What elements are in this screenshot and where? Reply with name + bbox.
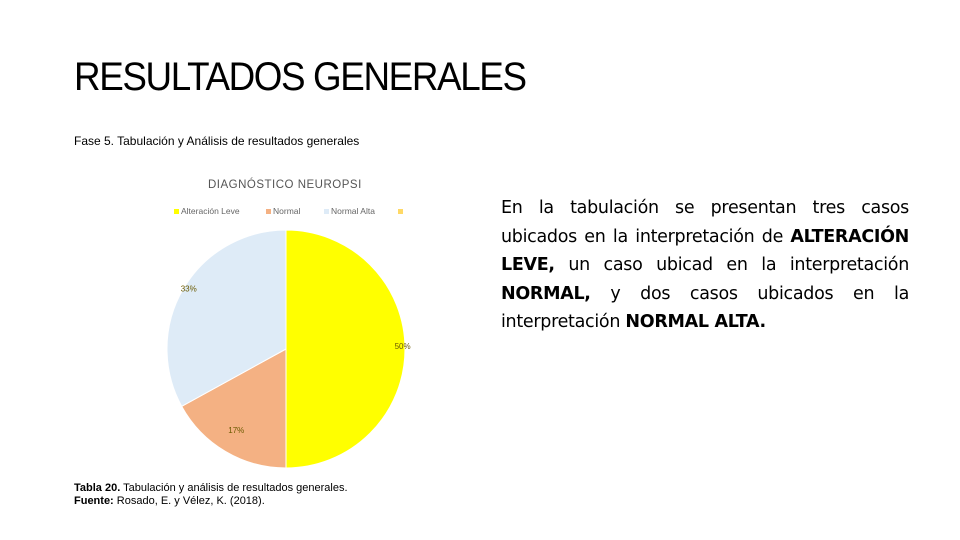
body-text-3: y dos casos ubicados en la interpretació… (501, 283, 909, 333)
legend-swatch-normal (266, 209, 271, 215)
slice-label-normal-alta: 33% (181, 285, 197, 294)
table-caption: Tabla 20. Tabulación y análisis de resul… (74, 482, 348, 508)
body-bold-normal: NORMAL, (501, 283, 591, 304)
legend-label-normal: Normal (273, 206, 301, 216)
chart-title: DIAGNÓSTICO NEUROPSI (208, 179, 362, 191)
caption-source-text: Rosado, E. y Vélez, K. (2018). (116, 495, 265, 507)
legend-swatch-normal-alta (324, 209, 329, 215)
pie-slice-normal-alta (166, 229, 287, 408)
legend-swatch-alteracion-leve (174, 209, 179, 215)
slide-subtitle: Fase 5. Tabulación y Análisis de resulta… (74, 134, 360, 148)
body-text-1: En la tabulación se presentan tres casos… (501, 198, 909, 247)
legend-swatch-unlabeled (398, 209, 403, 215)
slice-label-normal: 17% (228, 426, 244, 435)
caption-line-source: Fuente: Rosado, E. y Vélez, K. (2018). (74, 495, 348, 508)
legend-item-normal-alta: Normal Alta (324, 206, 375, 216)
legend-item-normal: Normal (266, 206, 300, 216)
legend-item-unlabeled (398, 206, 405, 216)
caption-table-label: Tabla 20. (74, 482, 121, 494)
body-text-2: un caso ubicad en la interpretación (554, 255, 909, 275)
pie-chart: 50% 17% 33% (166, 229, 411, 469)
caption-line-table: Tabla 20. Tabulación y análisis de resul… (74, 482, 348, 495)
legend-label-alteracion-leve: Alteración Leve (181, 206, 240, 216)
body-bold-alteracion-leve: ALTERACIÓN LEVE, (501, 226, 909, 276)
body-bold-normal-alta: NORMAL ALTA. (625, 312, 766, 332)
caption-table-text: Tabulación y análisis de resultados gene… (123, 482, 348, 494)
legend-label-normal-alta: Normal Alta (331, 206, 375, 216)
slice-label-alteracion-leve: 50% (395, 342, 411, 351)
caption-source-label: Fuente: (74, 495, 114, 507)
body-paragraph: En la tabulación se presentan tres casos… (501, 194, 909, 337)
legend-item-alteracion-leve: Alteración Leve (174, 206, 240, 216)
chart-legend: Alteración Leve Normal Normal Alta (174, 206, 414, 218)
slide-title: RESULTADOS GENERALES (74, 55, 527, 99)
pie-slice-normal (181, 348, 287, 469)
pie-slice-alteracion-leve (285, 229, 406, 469)
